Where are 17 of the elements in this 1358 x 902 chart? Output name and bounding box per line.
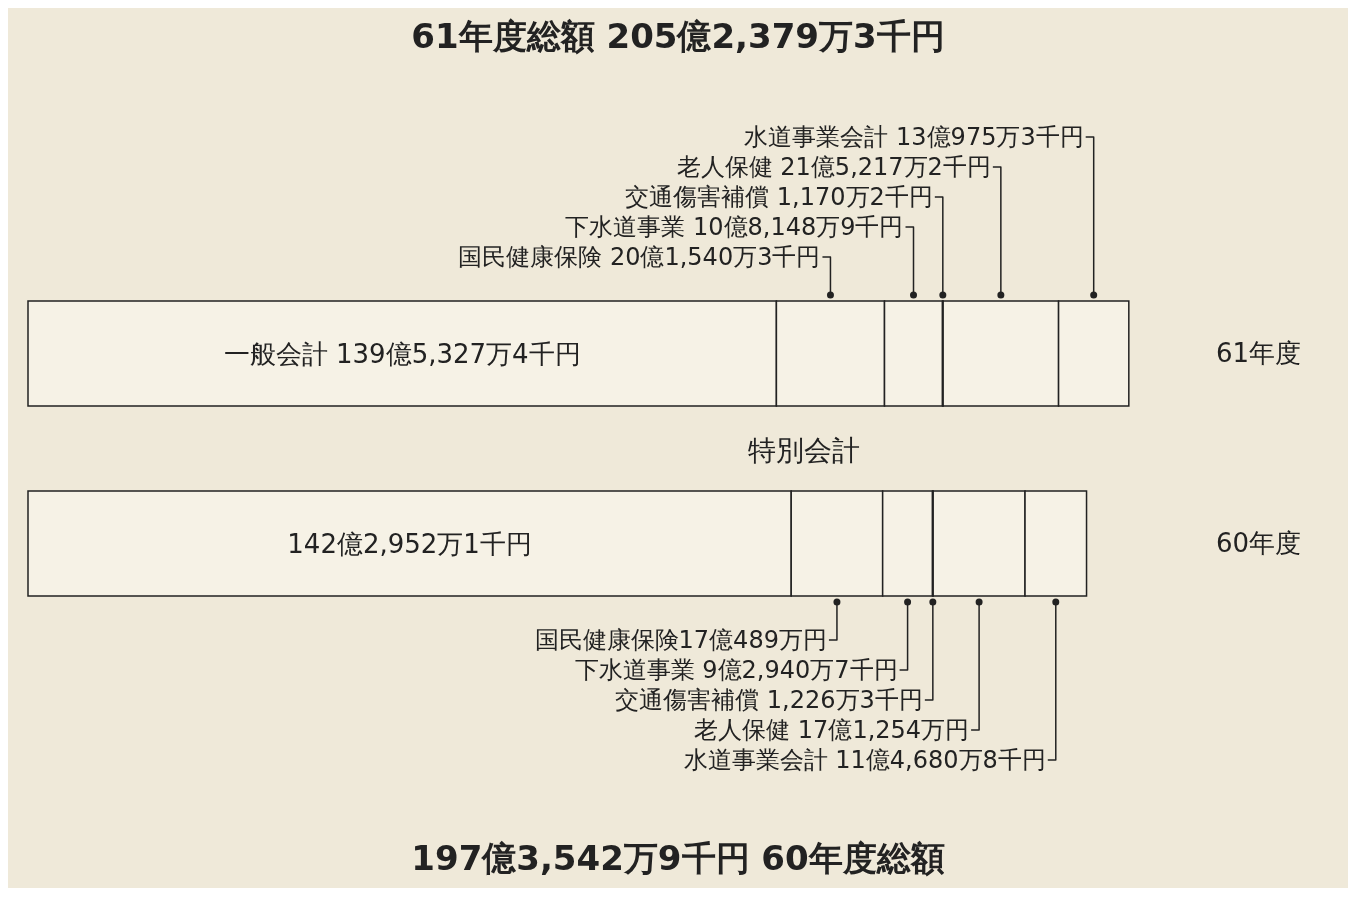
data-label: 下水道事業 10億8,148万9千円 [565,213,904,241]
data-label: 国民健康保険 20億1,540万3千円 [458,243,821,271]
data-label: 142億2,952万1千円 [287,528,532,559]
data-label: 国民健康保険17億489万円 [534,626,827,654]
data-label: 下水道事業 9億2,940万7千円 [574,656,898,684]
y-tick-label: 61年度 [1216,338,1302,369]
data-label: 一般会計 139億5,327万4千円 [223,338,581,369]
data-label: 交通傷害補償 1,226万3千円 [615,686,923,714]
data-label: 水道事業会計 11億4,680万8千円 [683,746,1046,774]
data-label: 老人保健 17億1,254万円 [694,716,970,744]
y-tick-label: 60年度 [1216,528,1302,559]
data-label: 交通傷害補償 1,170万2千円 [625,183,933,211]
text: 197億3,542万9千円 60年度総額 [410,837,946,880]
annotation: 特別会計 [748,433,860,469]
chart-title: 61年度総額 205億2,379万3千円 [410,15,946,58]
data-label: 水道事業会計 13億975万3千円 [744,123,1084,151]
data-label: 老人保健 21億5,217万2千円 [676,153,991,181]
